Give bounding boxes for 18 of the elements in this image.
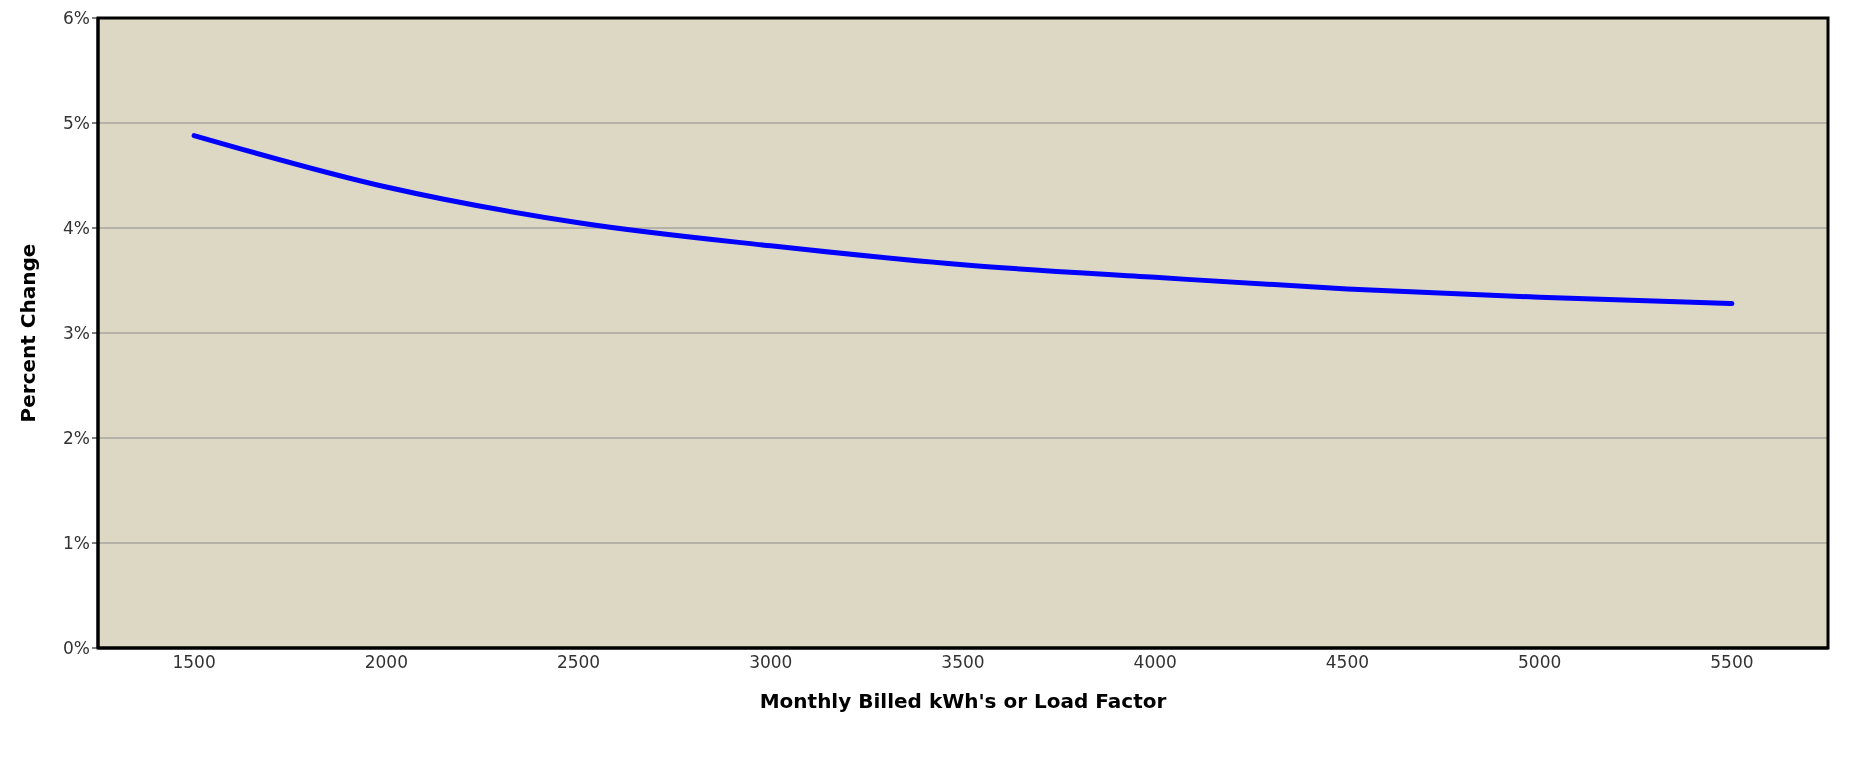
x-tick-label: 2000 — [364, 652, 408, 673]
x-tick-label: 5000 — [1518, 652, 1562, 673]
y-tick-label: 3% — [63, 323, 90, 344]
x-tick-label: 3000 — [749, 652, 793, 673]
x-tick-label: 4500 — [1325, 652, 1370, 673]
x-axis-title: Monthly Billed kWh's or Load Factor — [759, 689, 1167, 713]
x-tick-label: 5500 — [1710, 652, 1754, 673]
y-tick-label: 6% — [63, 8, 90, 29]
x-tick-label: 4000 — [1133, 652, 1177, 673]
y-tick-label: 0% — [63, 638, 90, 659]
y-axis-title: Percent Change — [16, 243, 41, 423]
x-tick-label: 2500 — [556, 652, 601, 673]
y-tick-label: 1% — [63, 533, 90, 554]
x-tick-label: 1500 — [172, 652, 216, 673]
y-tick-label: 5% — [63, 113, 90, 134]
y-tick-label: 4% — [63, 218, 90, 239]
x-tick-label: 3500 — [941, 652, 985, 673]
y-tick-label: 2% — [63, 428, 90, 449]
